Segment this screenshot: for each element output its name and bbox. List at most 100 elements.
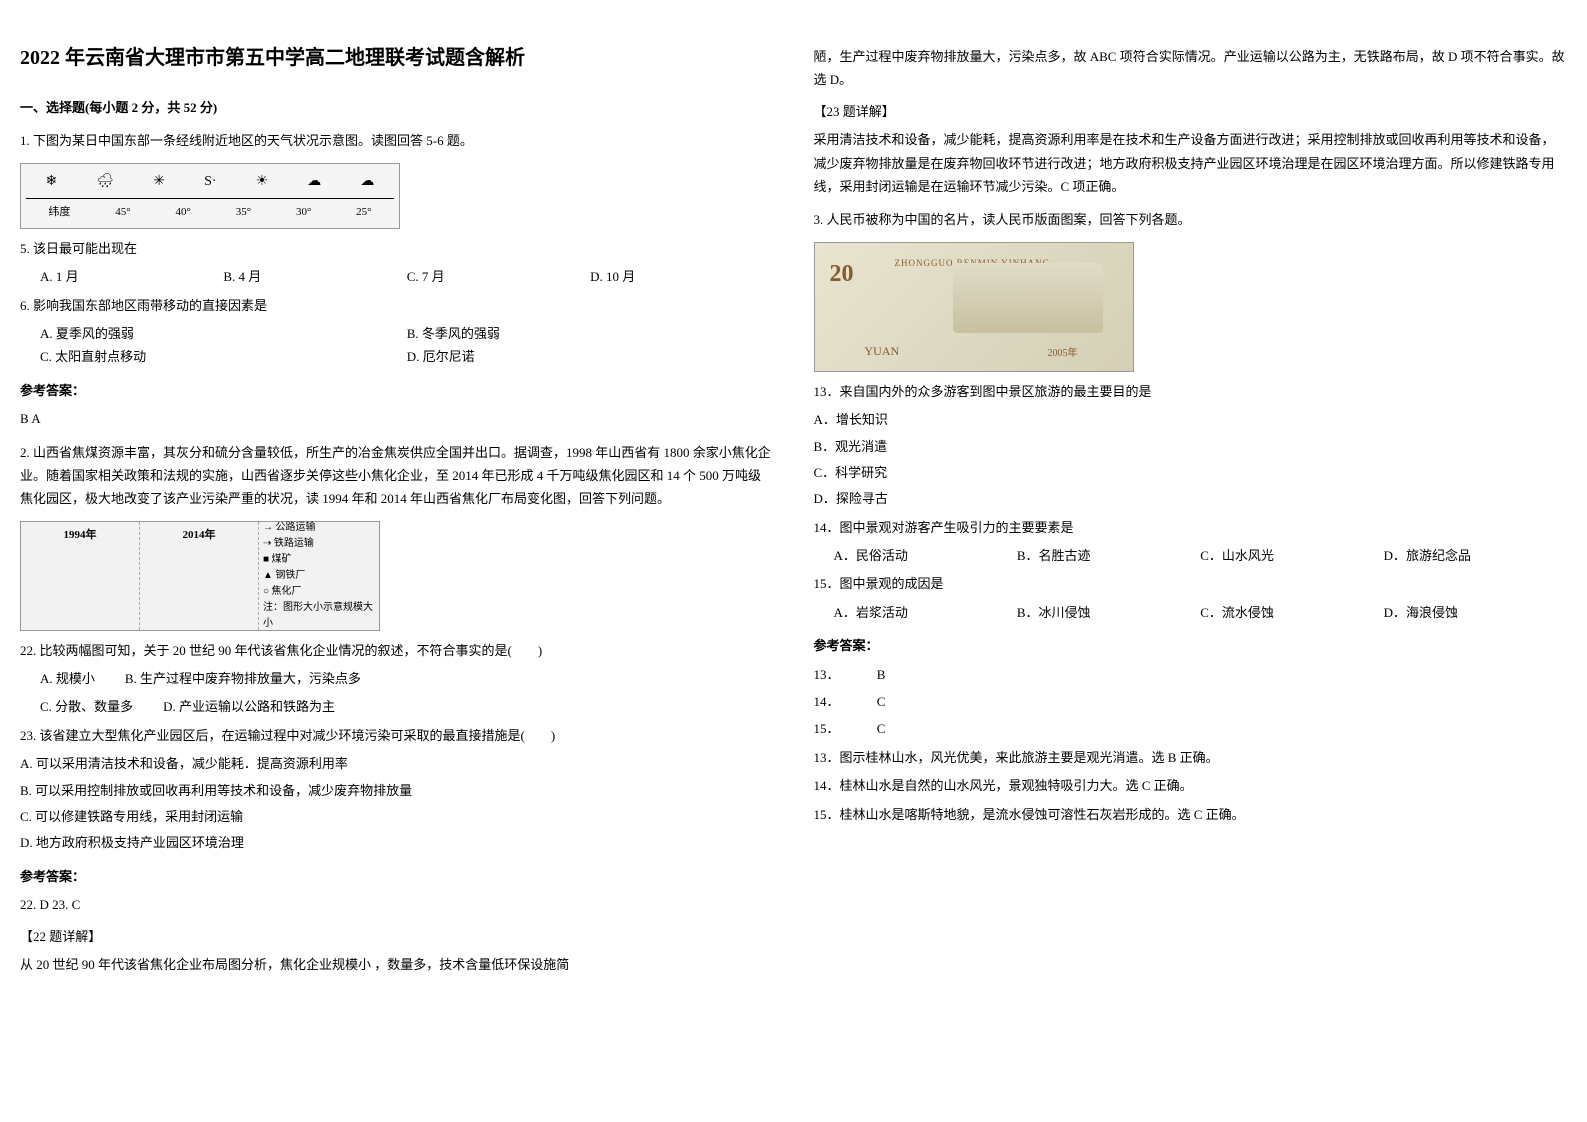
map-legend: → 公路运输 ⇢ 铁路运输 ■ 煤矿 ▲ 钢铁厂 ○ 焦化厂 注：图形大小示意规… bbox=[259, 516, 379, 636]
answer-row: 13． B bbox=[814, 663, 1568, 686]
answer-row: 15． C bbox=[814, 717, 1568, 740]
option: A. 1 月 bbox=[40, 265, 223, 288]
option: D. 厄尔尼诺 bbox=[407, 345, 774, 368]
option: C. 分散、数量多 bbox=[40, 695, 133, 718]
q1-sub6: 6. 影响我国东部地区雨带移动的直接因素是 bbox=[20, 294, 774, 317]
weather-icon: ❄ bbox=[46, 169, 58, 194]
option: B. 生产过程中废弃物排放量大，污染点多 bbox=[125, 667, 361, 690]
option: A．岩浆活动 bbox=[834, 601, 1017, 624]
option: D. 10 月 bbox=[590, 265, 773, 288]
q15-options: A．岩浆活动 B．冰川侵蚀 C．流水侵蚀 D．海浪侵蚀 bbox=[834, 601, 1568, 624]
legend-item: 注：图形大小示意规模大小 bbox=[263, 600, 375, 632]
option: B．名胜古迹 bbox=[1017, 544, 1200, 567]
option: A．民俗活动 bbox=[834, 544, 1017, 567]
q1-intro: 1. 下图为某日中国东部一条经线附近地区的天气状况示意图。读图回答 5-6 题。 bbox=[20, 129, 774, 152]
option: D．旅游纪念品 bbox=[1384, 544, 1567, 567]
axis-value: 35° bbox=[236, 203, 251, 223]
q1-sub6-options: A. 夏季风的强弱 B. 冬季风的强弱 C. 太阳直射点移动 D. 厄尔尼诺 bbox=[40, 322, 774, 369]
page-title: 2022 年云南省大理市市第五中学高二地理联考试题含解析 bbox=[20, 40, 774, 76]
weather-icon: ☁ bbox=[360, 169, 374, 194]
answer-letter: B bbox=[877, 663, 886, 686]
explanation: 15．桂林山水是喀斯特地貌，是流水侵蚀可溶性石灰岩形成的。选 C 正确。 bbox=[814, 803, 1568, 826]
answer-heading: 参考答案： bbox=[20, 865, 774, 888]
q23: 23. 该省建立大型焦化产业园区后，在运输过程中对减少环境污染可采取的最直接措施… bbox=[20, 724, 774, 747]
answer-num: 14． bbox=[814, 690, 874, 713]
q2-intro: 2. 山西省焦煤资源丰富，其灰分和硫分含量较低，所生产的冶金焦炭供应全国并出口。… bbox=[20, 441, 774, 511]
option: B. 4 月 bbox=[223, 265, 406, 288]
option: C. 可以修建铁路专用线，采用封闭运输 bbox=[20, 805, 774, 828]
q2-answers: 22. D 23. C bbox=[20, 893, 774, 916]
weather-icons-row: ❄ 🌧 ✳ S· ☀ ☁ ☁ bbox=[26, 169, 394, 194]
q22-options-row2: C. 分散、数量多 D. 产业运输以公路和铁路为主 bbox=[40, 695, 774, 718]
weather-icon: ☀ bbox=[256, 169, 269, 194]
option: A. 可以采用清洁技术和设备，减少能耗．提高资源利用率 bbox=[20, 752, 774, 775]
option: D. 地方政府积极支持产业园区环境治理 bbox=[20, 831, 774, 854]
option: C．山水风光 bbox=[1200, 544, 1383, 567]
option: C. 太阳直射点移动 bbox=[40, 345, 407, 368]
option: C. 7 月 bbox=[407, 265, 590, 288]
option: A. 夏季风的强弱 bbox=[40, 322, 407, 345]
map-figure: 1994年 2014年 → 公路运输 ⇢ 铁路运输 ■ 煤矿 ▲ 钢铁厂 ○ 焦… bbox=[20, 521, 380, 631]
q1-sub5-options: A. 1 月 B. 4 月 C. 7 月 D. 10 月 bbox=[40, 265, 774, 288]
weather-axis: 纬度 45° 40° 35° 30° 25° bbox=[26, 198, 394, 223]
weather-figure: ❄ 🌧 ✳ S· ☀ ☁ ☁ 纬度 45° 40° 35° 30° 25° bbox=[20, 163, 400, 229]
q22-options-row1: A. 规模小 B. 生产过程中废弃物排放量大，污染点多 bbox=[40, 667, 774, 690]
map-panel-1994: 1994年 bbox=[21, 522, 140, 630]
q3-intro: 3. 人民币被称为中国的名片，读人民币版面图案，回答下列各题。 bbox=[814, 208, 1568, 231]
answer-num: 15． bbox=[814, 717, 874, 740]
currency-unit: YUAN bbox=[865, 341, 900, 363]
answer-num: 13． bbox=[814, 663, 874, 686]
option: C．科学研究 bbox=[814, 461, 1568, 484]
currency-denomination: 20 bbox=[830, 253, 854, 296]
answer-heading: 参考答案： bbox=[20, 379, 774, 402]
answer-letter: C bbox=[877, 690, 886, 713]
q14: 14．图中景观对游客产生吸引力的主要要素是 bbox=[814, 516, 1568, 539]
option: D．海浪侵蚀 bbox=[1384, 601, 1567, 624]
analysis22-heading: 【22 题详解】 bbox=[20, 925, 774, 948]
axis-value: 30° bbox=[296, 203, 311, 223]
legend-item: ⇢ 铁路运输 bbox=[263, 536, 375, 552]
exam-page: 2022 年云南省大理市市第五中学高二地理联考试题含解析 一、选择题(每小题 2… bbox=[20, 40, 1567, 981]
option: A. 规模小 bbox=[40, 667, 95, 690]
answer-letter: C bbox=[877, 717, 886, 740]
map-year: 2014年 bbox=[183, 526, 216, 546]
axis-value: 25° bbox=[356, 203, 371, 223]
analysis23-body: 采用清洁技术和设备，减少能耗，提高资源利用率是在技术和生产设备方面进行改进；采用… bbox=[814, 128, 1568, 198]
axis-value: 40° bbox=[175, 203, 190, 223]
option: B．观光消遣 bbox=[814, 435, 1568, 458]
map-year: 1994年 bbox=[64, 526, 97, 546]
option: C．流水侵蚀 bbox=[1200, 601, 1383, 624]
map-panel-2014: 2014年 bbox=[140, 522, 259, 630]
analysis22-body: 从 20 世纪 90 年代该省焦化企业布局图分析，焦化企业规模小 ，数量多，技术… bbox=[20, 953, 774, 976]
q1-answer: B A bbox=[20, 407, 774, 430]
explanation: 14．桂林山水是自然的山水风光，景观独特吸引力大。选 C 正确。 bbox=[814, 774, 1568, 797]
q13: 13．来自国内外的众多游客到图中景区旅游的最主要目的是 bbox=[814, 380, 1568, 403]
weather-icon: ☁ bbox=[307, 169, 321, 194]
option: B. 可以采用控制排放或回收再利用等技术和设备，减少废弃物排放量 bbox=[20, 779, 774, 802]
answer-row: 14． C bbox=[814, 690, 1568, 713]
option: B. 冬季风的强弱 bbox=[407, 322, 774, 345]
q15: 15．图中景观的成因是 bbox=[814, 572, 1568, 595]
currency-figure: 20 ZHONGGUO RENMIN YINHANG YUAN 2005年 bbox=[814, 242, 1134, 372]
axis-value: 45° bbox=[115, 203, 130, 223]
q13-options: A．增长知识 B．观光消遣 C．科学研究 D．探险寻古 bbox=[814, 408, 1568, 511]
answer-heading: 参考答案： bbox=[814, 634, 1568, 657]
q1-sub5: 5. 该日最可能出现在 bbox=[20, 237, 774, 260]
section-header: 一、选择题(每小题 2 分，共 52 分) bbox=[20, 96, 774, 119]
axis-label: 纬度 bbox=[48, 203, 70, 223]
currency-landscape-icon bbox=[953, 263, 1103, 333]
analysis22-cont: 陋，生产过程中废弃物排放量大，污染点多，故 ABC 项符合实际情况。产业运输以公… bbox=[814, 45, 1568, 92]
weather-icon: 🌧 bbox=[96, 169, 114, 194]
legend-item: ■ 煤矿 bbox=[263, 552, 375, 568]
option: D. 产业运输以公路和铁路为主 bbox=[163, 695, 335, 718]
right-column: 陋，生产过程中废弃物排放量大，污染点多，故 ABC 项符合实际情况。产业运输以公… bbox=[814, 40, 1568, 981]
weather-icon: S· bbox=[204, 169, 216, 194]
legend-item: → 公路运输 bbox=[263, 520, 375, 536]
explanation: 13．图示桂林山水，风光优美，来此旅游主要是观光消遣。选 B 正确。 bbox=[814, 746, 1568, 769]
option: B．冰川侵蚀 bbox=[1017, 601, 1200, 624]
currency-year: 2005年 bbox=[1048, 345, 1078, 363]
q14-options: A．民俗活动 B．名胜古迹 C．山水风光 D．旅游纪念品 bbox=[834, 544, 1568, 567]
q23-options: A. 可以采用清洁技术和设备，减少能耗．提高资源利用率 B. 可以采用控制排放或… bbox=[20, 752, 774, 855]
q22: 22. 比较两幅图可知，关于 20 世纪 90 年代该省焦化企业情况的叙述，不符… bbox=[20, 639, 774, 662]
legend-item: ○ 焦化厂 bbox=[263, 584, 375, 600]
